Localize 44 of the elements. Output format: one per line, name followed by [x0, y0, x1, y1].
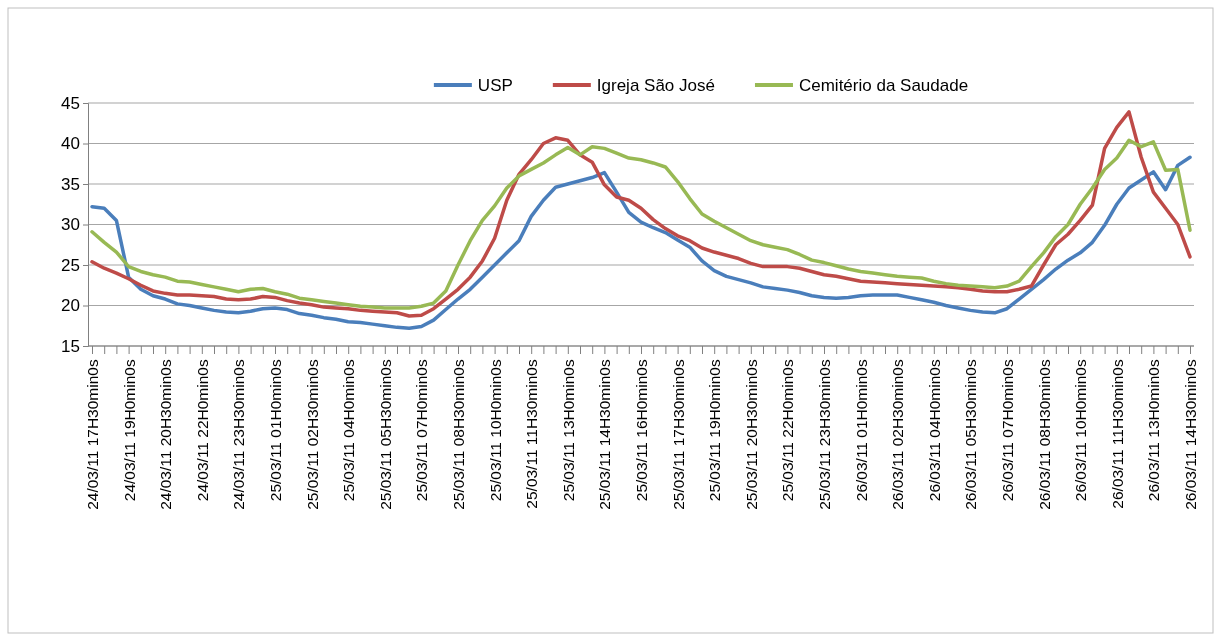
x-tick-label: 26/03/11 04H0min0s — [925, 359, 943, 502]
legend-label: Igreja São José — [596, 76, 715, 95]
x-tick-label: 26/03/11 05H30min0s — [962, 359, 980, 510]
x-tick-label: 26/03/11 13H0min0s — [1145, 359, 1163, 502]
x-tick-label: 25/03/11 11H30min0s — [523, 359, 541, 509]
y-tick-label: 30 — [61, 215, 80, 235]
x-tick-label: 24/03/11 17H30min0s — [83, 359, 101, 510]
y-tick-label: 35 — [61, 174, 80, 194]
line-series — [90, 138, 1192, 310]
x-tick-label: 25/03/11 07H0min0s — [413, 359, 431, 502]
y-tick-label: 20 — [61, 296, 80, 316]
legend-label: Cemitério da Saudade — [798, 76, 969, 95]
x-tick-label: 25/03/11 17H30min0s — [669, 359, 687, 510]
x-tick-label: 25/03/11 19H0min0s — [706, 359, 724, 502]
line-series — [90, 110, 1192, 318]
x-tick-label: 26/03/11 11H30min0s — [1108, 359, 1126, 509]
line-series — [90, 155, 1192, 330]
x-tick-label: 26/03/11 02H30min0s — [889, 359, 907, 510]
x-tick-label: 25/03/11 02H30min0s — [303, 359, 321, 510]
y-tick-label: 15 — [61, 336, 80, 356]
x-tick-label: 25/03/11 22H0min0s — [779, 359, 797, 502]
x-tick-label: 25/03/11 13H0min0s — [559, 359, 577, 502]
x-tick-label: 25/03/11 23H30min0s — [815, 359, 833, 510]
legend-label: USP — [477, 76, 513, 95]
x-tick-label: 25/03/11 05H30min0s — [376, 359, 394, 510]
x-tick-label: 26/03/11 07H0min0s — [998, 359, 1016, 502]
x-tick-label: 24/03/11 22H0min0s — [193, 359, 211, 502]
x-tick-label: 26/03/11 08H30min0s — [1035, 359, 1053, 510]
x-tick-label: 25/03/11 14H30min0s — [596, 359, 614, 510]
x-tick-label: 25/03/11 01H0min0s — [266, 359, 284, 502]
x-tick-label: 25/03/11 10H0min0s — [486, 359, 504, 502]
y-tick-label: 45 — [61, 93, 80, 113]
x-tick-label: 24/03/11 19H0min0s — [120, 359, 138, 502]
x-tick-label: 25/03/11 04H0min0s — [340, 359, 358, 502]
x-tick-label: 25/03/11 08H30min0s — [449, 359, 467, 510]
x-tick-label: 26/03/11 01H0min0s — [852, 359, 870, 502]
y-tick-label: 40 — [61, 134, 80, 154]
x-tick-label: 25/03/11 20H30min0s — [742, 359, 760, 510]
x-tick-label: 24/03/11 23H30min0s — [230, 359, 248, 510]
y-tick-label: 25 — [61, 255, 80, 275]
x-tick-label: 26/03/11 14H30min0s — [1181, 359, 1199, 510]
x-tick-label: 26/03/11 10H0min0s — [1072, 359, 1090, 502]
x-tick-label: 24/03/11 20H30min0s — [157, 359, 175, 510]
x-tick-label: 25/03/11 16H0min0s — [632, 359, 650, 502]
